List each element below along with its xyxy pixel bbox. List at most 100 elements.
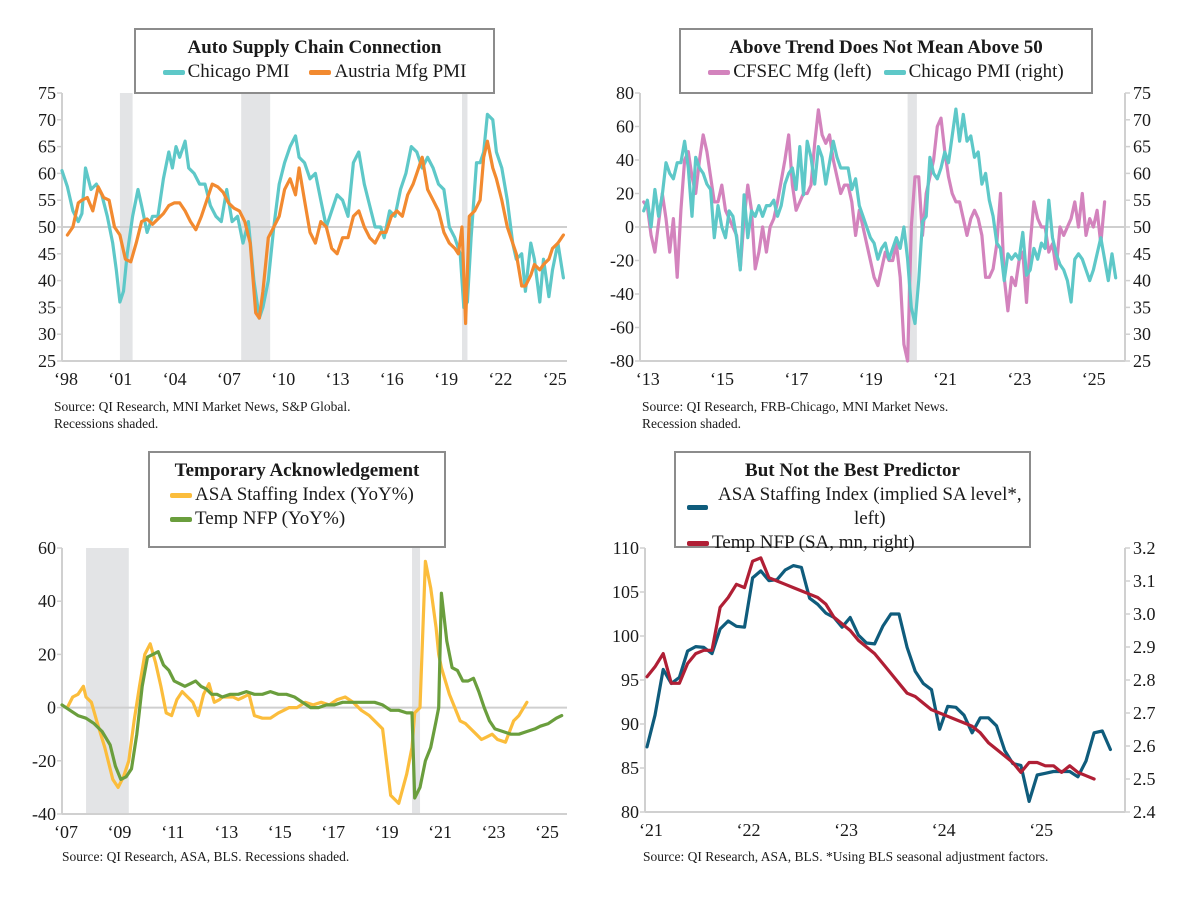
y-tick-label-right: 75 [1133, 83, 1151, 103]
legend-label: Austria Mfg PMI [334, 61, 467, 82]
y-tick-label: 105 [612, 582, 639, 602]
x-tick-label: ‘23 [1007, 369, 1031, 389]
legend-item: CFSEC Mfg (left) [708, 60, 872, 84]
x-tick-label: ‘15 [268, 822, 292, 842]
chart-title: But Not the Best Predictor [745, 460, 960, 481]
y-tick-label: 50 [38, 217, 56, 237]
y-tick-label: 60 [38, 163, 56, 183]
y-tick-label: 60 [38, 538, 56, 558]
y-tick-label-right: 35 [1133, 297, 1151, 317]
x-tick-label: ‘19 [859, 369, 883, 389]
y-tick-label-right: 3.2 [1133, 538, 1156, 558]
chart-above-trend: -80 -60 -40 -20 0 20 40 60 80 25 30 35 40 45 50 55 60 65 7… [610, 83, 1151, 389]
legend-label: Temp NFP (YoY%) [195, 508, 346, 529]
legend-label: ASA Staffing Index (implied SA level*, l… [717, 484, 1022, 529]
x-tick-label: ‘22 [737, 820, 761, 840]
y-tick-label: 25 [38, 351, 56, 371]
x-tick-label: ‘21 [639, 820, 663, 840]
y-tick-label-right: 25 [1133, 351, 1151, 371]
source-note: Source: QI Research, ASA, BLS. *Using BL… [643, 848, 1048, 865]
series-line [65, 139, 566, 326]
y-tick-label-right: 45 [1133, 244, 1151, 264]
series-line [645, 556, 1096, 781]
chart-auto-supply: 25 30 35 40 45 50 55 60 65 70 75 ‘98 ‘01 ‘04 ‘07 ‘10 ‘13… [38, 83, 567, 389]
legend-swatch-icon [883, 69, 906, 75]
chart-temporary-acknowledgement: -40 -20 0 20 40 60 ‘07 ‘09 ‘11 ‘13 ‘15 ‘17 ‘19 ‘21 ‘23… [32, 538, 567, 842]
legend-row: Temp NFP (SA, mn, right) [676, 531, 1029, 555]
y-tick-label: 20 [38, 644, 56, 664]
series-line [65, 559, 529, 806]
x-tick-label: ‘09 [107, 822, 131, 842]
y-tick-label: 90 [621, 714, 639, 734]
source-note: Source: QI Research, ASA, BLS. Recession… [62, 848, 349, 865]
x-tick-label: ‘10 [271, 369, 295, 389]
legend-row: ASA Staffing Index (implied SA level*, l… [676, 483, 1029, 531]
y-tick-label: -20 [610, 251, 634, 271]
y-tick-label: 35 [38, 297, 56, 317]
chart-panel-auto-supply: 25 30 35 40 45 50 55 60 65 70 75 ‘98 ‘01 ‘04 ‘07 ‘10 ‘13… [0, 0, 600, 450]
source-note: Source: QI Research, MNI Market News, S&… [54, 398, 350, 432]
y-tick-label: 70 [38, 110, 56, 130]
x-tick-label: ‘25 [1029, 820, 1053, 840]
source-line: Source: QI Research, ASA, BLS. *Using BL… [643, 849, 1049, 864]
series-line [645, 563, 1113, 804]
legend-label: Temp NFP (SA, mn, right) [712, 532, 915, 553]
y-tick-label: 60 [616, 117, 634, 137]
x-tick-label: ‘21 [933, 369, 957, 389]
y-tick-label: 45 [38, 244, 56, 264]
chart-title: Above Trend Does Not Mean Above 50 [729, 37, 1043, 58]
x-tick-label: ‘25 [1082, 369, 1106, 389]
y-tick-label: -60 [610, 318, 634, 338]
x-tick-label: ‘13 [636, 369, 660, 389]
source-line: Source: QI Research, MNI Market News, S&… [54, 399, 351, 414]
legend-item: Chicago PMI (right) [883, 60, 1064, 84]
y-tick-label-right: 60 [1133, 163, 1151, 183]
y-tick-label: -20 [32, 751, 56, 771]
x-tick-label: ‘98 [54, 369, 78, 389]
y-tick-label: 110 [613, 538, 639, 558]
x-tick-label: ‘13 [214, 822, 238, 842]
x-tick-label: ‘11 [161, 822, 184, 842]
legend-swatch-icon [162, 69, 185, 75]
series-line [642, 108, 1107, 363]
x-tick-label: ‘23 [834, 820, 858, 840]
y-tick-label-right: 70 [1133, 110, 1151, 130]
y-tick-label: 40 [38, 271, 56, 291]
x-tick-label: ‘07 [217, 369, 241, 389]
y-tick-label: 55 [38, 190, 56, 210]
chart-title: Auto Supply Chain Connection [187, 37, 442, 58]
recession-band [412, 548, 421, 814]
y-tick-label-right: 2.6 [1133, 736, 1156, 756]
legend-box: Auto Supply Chain Connection Chicago PMI… [134, 28, 495, 94]
legend-label: Chicago PMI [187, 61, 290, 82]
legend-item: Chicago PMI [162, 60, 290, 84]
series-line [642, 107, 1118, 326]
y-tick-label-right: 2.5 [1133, 769, 1156, 789]
source-line: Recessions shaded. [54, 416, 159, 431]
x-tick-label: ‘19 [434, 369, 458, 389]
y-tick-label-right: 2.7 [1133, 703, 1156, 723]
y-tick-label: 80 [616, 83, 634, 103]
source-note: Source: QI Research, FRB-Chicago, MNI Ma… [642, 398, 948, 432]
y-tick-label-right: 3.0 [1133, 604, 1156, 624]
legend-swatch-icon [687, 540, 709, 546]
legend-box: Temporary Acknowledgement ASA Staffing I… [148, 451, 446, 548]
legend-swatch-icon [170, 516, 192, 522]
source-line: Source: QI Research, ASA, BLS. Recession… [62, 849, 350, 864]
y-tick-label: -40 [610, 284, 634, 304]
legend-box: Above Trend Does Not Mean Above 50 CFSEC… [679, 28, 1093, 94]
y-tick-label-right: 65 [1133, 137, 1151, 157]
y-tick-label: 0 [625, 217, 634, 237]
chart-panel-temporary-acknowledgement: -40 -20 0 20 40 60 ‘07 ‘09 ‘11 ‘13 ‘15 ‘17 ‘19 ‘21 ‘23… [32, 451, 567, 865]
x-tick-label: ‘04 [163, 369, 187, 389]
legend-label: Chicago PMI (right) [908, 61, 1064, 82]
series-line [60, 591, 564, 800]
x-tick-label: ‘17 [321, 822, 345, 842]
legend-row: CFSEC Mfg (left) Chicago PMI (right) [681, 60, 1091, 84]
x-tick-label: ‘25 [535, 822, 559, 842]
source-line: Source: QI Research, FRB-Chicago, MNI Ma… [642, 399, 949, 414]
legend-row: ASA Staffing Index (YoY%) [150, 483, 444, 507]
x-tick-label: ‘23 [482, 822, 506, 842]
y-tick-label-right: 2.8 [1133, 670, 1156, 690]
